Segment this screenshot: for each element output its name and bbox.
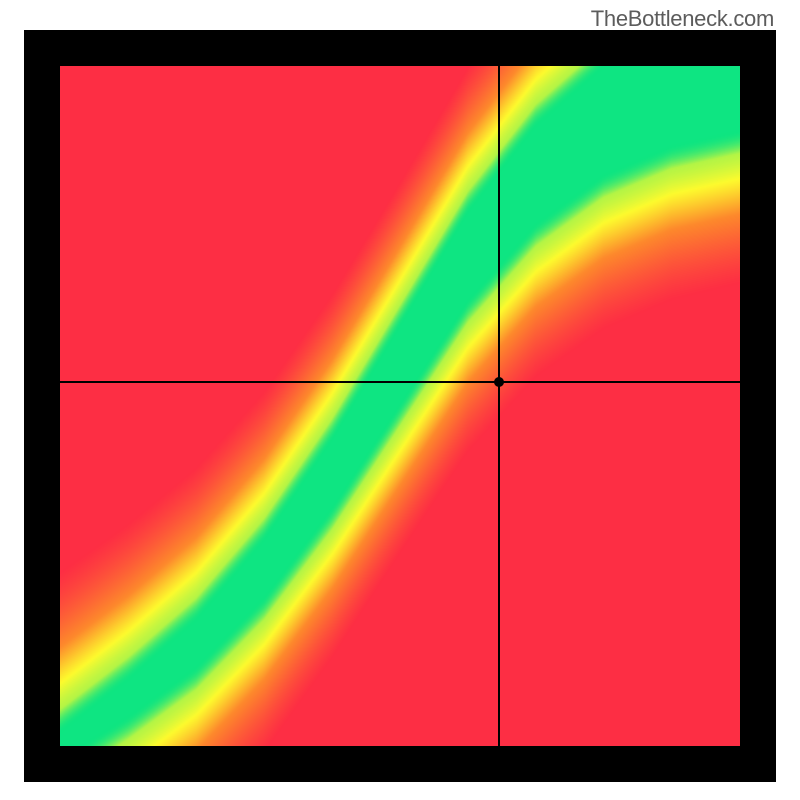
crosshair-vertical: [498, 66, 500, 746]
crosshair-dot: [494, 377, 504, 387]
crosshair-horizontal: [60, 381, 740, 383]
bottleneck-heatmap: [60, 66, 740, 746]
attribution-text: TheBottleneck.com: [591, 6, 774, 32]
